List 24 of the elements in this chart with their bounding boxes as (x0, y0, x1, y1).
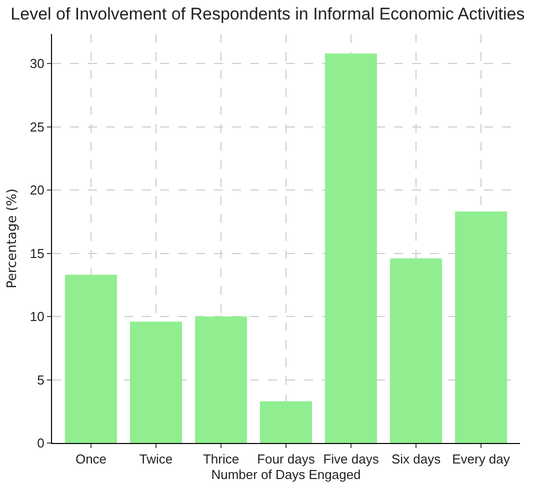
x-tick-label: Twice (139, 452, 173, 467)
x-axis-title: Number of Days Engaged (211, 467, 361, 482)
bar (195, 316, 247, 443)
y-tick-label: 30 (30, 56, 44, 72)
x-tick-label: Once (75, 452, 107, 467)
bar (390, 258, 442, 443)
y-tick-label: 20 (30, 182, 44, 198)
y-tick-label: 15 (30, 246, 44, 261)
x-tick-label: Six days (391, 452, 442, 467)
y-tick-label: 10 (30, 309, 44, 324)
x-tick-label: Every day (452, 452, 510, 467)
x-tick-label: Five days (323, 452, 380, 467)
bar (65, 274, 117, 443)
x-tick-label: Thrice (202, 452, 240, 467)
x-tick-label: Four days (257, 452, 316, 467)
y-tick-label: 5 (37, 372, 44, 388)
bar (260, 401, 312, 443)
y-tick-label: 25 (30, 119, 44, 134)
bar (130, 322, 182, 443)
chart-title: Level of Involvement of Respondents in Informal Economic Activities (10, 4, 525, 24)
y-axis-title: Percentage (%) (5, 188, 20, 288)
bar (455, 212, 507, 443)
bar (325, 53, 377, 443)
y-tick-label: 0 (37, 436, 44, 451)
